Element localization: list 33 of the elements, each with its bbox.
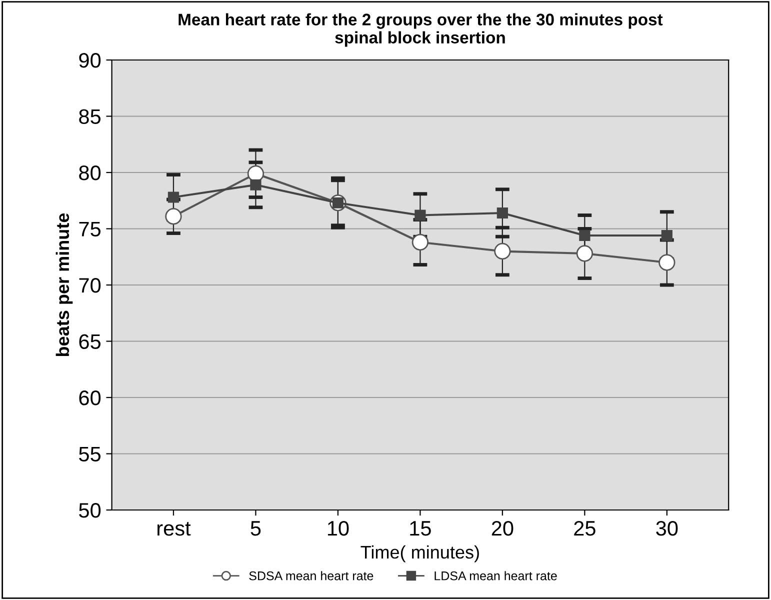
x-tick-label: rest <box>157 522 191 536</box>
y-tick-label: 70 <box>79 278 101 293</box>
x-tick-label: 30 <box>656 520 678 536</box>
x-tick-label: 15 <box>410 521 431 536</box>
y-tick-label: 80 <box>79 166 101 180</box>
y-axis-title: beats per minute <box>56 213 73 356</box>
point <box>494 242 511 260</box>
point <box>496 207 508 219</box>
legend-label: SDSA mean heart rate <box>249 571 374 580</box>
y-tick-label: 60 <box>79 390 101 406</box>
point <box>168 192 180 203</box>
y-tick-label: 85 <box>79 109 101 124</box>
y-tick-label: 55 <box>79 446 101 462</box>
y-tick-label: 50 <box>79 503 101 518</box>
point <box>661 230 672 242</box>
x-tick-label: 20 <box>492 520 514 536</box>
point <box>412 234 429 251</box>
y-tick-label: 90 <box>79 53 101 68</box>
point <box>414 210 426 221</box>
y-tick-label: 75 <box>79 222 101 237</box>
x-tick-label: 10 <box>328 520 349 536</box>
x-tick-label: 25 <box>574 520 596 536</box>
y-tick-label: 65 <box>79 334 101 350</box>
point <box>579 230 590 242</box>
point <box>658 254 676 271</box>
x-axis-title: Time( minutes) <box>360 545 479 562</box>
point <box>576 245 594 262</box>
point <box>165 208 182 225</box>
legend-label: LDSA mean heart rate <box>434 571 557 580</box>
chart-title: Mean heart rate for the 2 groups over the the 30 minutes post spinal block insertion <box>178 13 663 47</box>
point <box>247 165 264 182</box>
point <box>250 179 262 190</box>
x-tick-label: 5 <box>250 521 261 536</box>
